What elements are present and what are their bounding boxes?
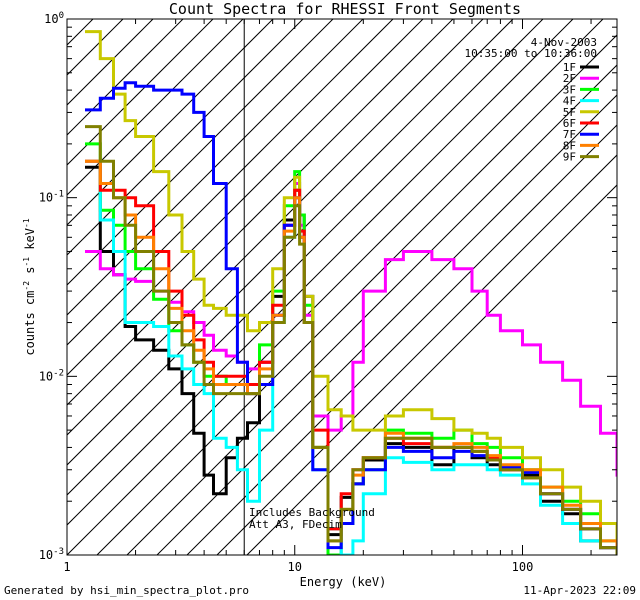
timestamp-label: 11-Apr-2023 22:09 <box>523 584 636 597</box>
legend-label-3F: 3F <box>563 83 576 96</box>
legend-label-4F: 4F <box>563 95 576 108</box>
annotation-attenuator: Att A3, FDecim <box>249 518 342 531</box>
y-axis-label: counts cm-2 s-1 keV-1 <box>22 218 37 355</box>
series-layer <box>85 30 617 555</box>
x-axis-label: Energy (keV) <box>300 575 387 589</box>
hatch-line <box>67 19 394 346</box>
hatch-line <box>67 19 274 226</box>
hatch-line <box>67 19 334 286</box>
hatch-line <box>67 19 94 46</box>
date-label: 4-Nov-2003 <box>531 36 597 49</box>
x-tick-label: 10 <box>288 560 302 574</box>
hatch-line <box>67 19 454 406</box>
series-5F <box>85 30 617 543</box>
legend-label-7F: 7F <box>563 128 576 141</box>
legend-label-5F: 5F <box>563 106 576 119</box>
axes: 1 10 100 10-3 10-2 10-1 100 <box>39 11 618 574</box>
hatch-line <box>67 19 544 496</box>
chart-title: Count Spectra for RHESSI Front Segments <box>169 0 521 18</box>
legend-label-8F: 8F <box>563 139 576 152</box>
hatch-line <box>67 19 604 555</box>
hatch-line <box>67 19 304 256</box>
hatch-line <box>156 94 617 555</box>
y-tick-label: 10-1 <box>39 190 64 205</box>
plot-frame <box>66 18 618 556</box>
hatch-line <box>216 154 617 555</box>
legend-label-9F: 9F <box>563 151 576 164</box>
hatch-line <box>246 184 617 555</box>
hatch-line <box>67 19 484 436</box>
generated-by-label: Generated by hsi_min_spectra_plot.pro <box>4 584 249 597</box>
legend-label-6F: 6F <box>563 117 576 130</box>
hatched-region <box>0 19 617 555</box>
legend-label-2F: 2F <box>563 72 576 85</box>
hatch-line <box>67 19 514 466</box>
hatch-line <box>96 34 617 555</box>
annotation-background: Includes Background <box>249 506 375 519</box>
series-9F <box>85 125 617 555</box>
x-tick-label: 1 <box>63 560 70 574</box>
y-tick-label: 100 <box>44 11 64 26</box>
y-tick-label: 10-3 <box>39 547 64 562</box>
hatch-line <box>67 19 184 136</box>
hatch-line <box>186 124 617 555</box>
time-range-label: 10:35:00 to 10:36:00 <box>465 47 597 60</box>
legend-label-1F: 1F <box>563 61 576 74</box>
hatch-line <box>126 64 617 555</box>
y-tick-label: 10-2 <box>39 368 64 383</box>
x-tick-label: 100 <box>512 560 534 574</box>
hatch-line <box>0 19 63 555</box>
hatch-line <box>67 19 244 196</box>
hatch-line <box>67 19 364 316</box>
